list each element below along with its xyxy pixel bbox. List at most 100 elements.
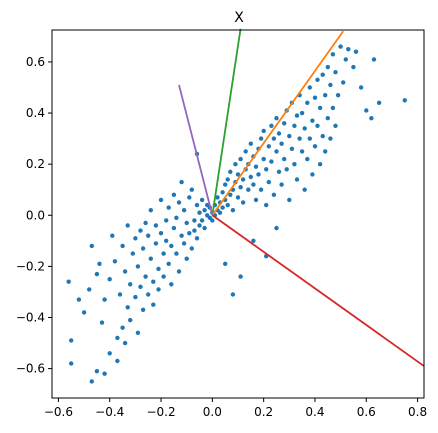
x-tick-label: 0.6: [357, 405, 376, 419]
data-point: [194, 202, 200, 208]
data-point: [69, 338, 74, 343]
data-point: [338, 44, 343, 49]
data-point: [128, 282, 133, 287]
data-point: [220, 190, 225, 195]
data-point: [156, 266, 161, 272]
vector-line: [178, 84, 214, 216]
data-point: [248, 141, 253, 146]
data-point: [279, 141, 284, 146]
data-point: [192, 218, 197, 223]
data-point: [66, 279, 71, 284]
data-point: [153, 223, 159, 228]
data-point: [228, 169, 233, 174]
data-point: [310, 118, 315, 123]
data-point: [266, 144, 271, 149]
data-point: [120, 325, 125, 330]
data-point: [335, 93, 341, 98]
data-point: [148, 208, 153, 213]
data-point: [315, 123, 320, 128]
data-point: [369, 116, 374, 121]
data-point: [133, 236, 138, 241]
data-point: [323, 93, 328, 98]
data-point: [146, 233, 151, 238]
data-point: [199, 197, 205, 203]
data-point: [330, 105, 336, 111]
data-point: [238, 156, 243, 162]
data-point: [151, 302, 156, 307]
data-point: [325, 116, 330, 121]
data-point: [307, 136, 312, 141]
y-tick-label: −0.2: [16, 259, 45, 273]
data-point: [197, 210, 202, 215]
data-point: [133, 294, 138, 300]
data-point: [174, 215, 179, 220]
data-point: [161, 251, 166, 256]
x-tick-label: −0.2: [146, 405, 175, 419]
data-point: [251, 238, 256, 243]
data-point: [215, 195, 220, 200]
data-point: [289, 146, 295, 151]
data-point: [69, 361, 74, 366]
data-point: [89, 243, 95, 249]
data-point: [164, 218, 169, 223]
data-point: [402, 98, 407, 103]
data-point: [292, 162, 297, 167]
data-point: [174, 251, 179, 256]
data-point: [248, 174, 253, 180]
data-point: [164, 238, 169, 243]
data-point: [258, 136, 264, 141]
data-point: [156, 287, 161, 292]
data-point: [125, 305, 130, 310]
y-tick-label: 0.2: [26, 157, 45, 171]
data-point: [333, 70, 338, 75]
data-point: [364, 108, 369, 113]
axes-frame: [51, 29, 425, 399]
data-point: [343, 57, 348, 62]
data-point: [279, 182, 284, 187]
data-point: [299, 149, 305, 154]
data-point: [87, 287, 92, 292]
data-point: [292, 123, 297, 128]
data-point: [261, 156, 266, 162]
data-point: [282, 156, 287, 162]
x-tick-label: −0.4: [95, 405, 124, 419]
data-point: [230, 208, 236, 213]
data-point: [187, 195, 192, 200]
y-tick-label: 0.4: [26, 106, 45, 120]
data-point: [276, 131, 282, 136]
data-point: [371, 57, 377, 62]
y-tick-label: 0.6: [26, 55, 45, 69]
data-point: [243, 149, 248, 154]
data-point: [325, 64, 330, 70]
data-point: [251, 182, 256, 187]
data-point: [305, 100, 310, 106]
data-point: [122, 340, 128, 346]
data-point: [140, 246, 146, 251]
data-point: [89, 379, 95, 384]
data-point: [94, 369, 100, 374]
data-point: [161, 274, 166, 279]
y-axis-ticks: −0.6 −0.4 −0.2 0.0 0.2 0.4 0.6: [16, 55, 52, 376]
data-point: [253, 164, 259, 169]
data-point: [284, 167, 289, 172]
data-point: [276, 169, 282, 174]
data-point: [189, 246, 194, 251]
data-point: [240, 200, 246, 205]
data-point: [110, 233, 115, 238]
data-point: [220, 205, 225, 210]
data-point: [194, 236, 200, 241]
chart-title: X: [234, 10, 244, 26]
data-point: [353, 49, 359, 54]
x-axis-ticks: −0.6 −0.4 −0.2 0.0 0.2 0.4 0.6 0.8: [44, 398, 427, 419]
data-point: [181, 208, 187, 213]
data-point: [297, 136, 302, 141]
data-point: [294, 113, 300, 118]
vector-line: [211, 28, 242, 216]
data-point: [310, 172, 315, 177]
data-point: [287, 133, 292, 139]
data-point: [302, 126, 307, 131]
data-point: [328, 82, 333, 88]
data-point: [264, 202, 269, 208]
points-layer: [66, 44, 407, 384]
